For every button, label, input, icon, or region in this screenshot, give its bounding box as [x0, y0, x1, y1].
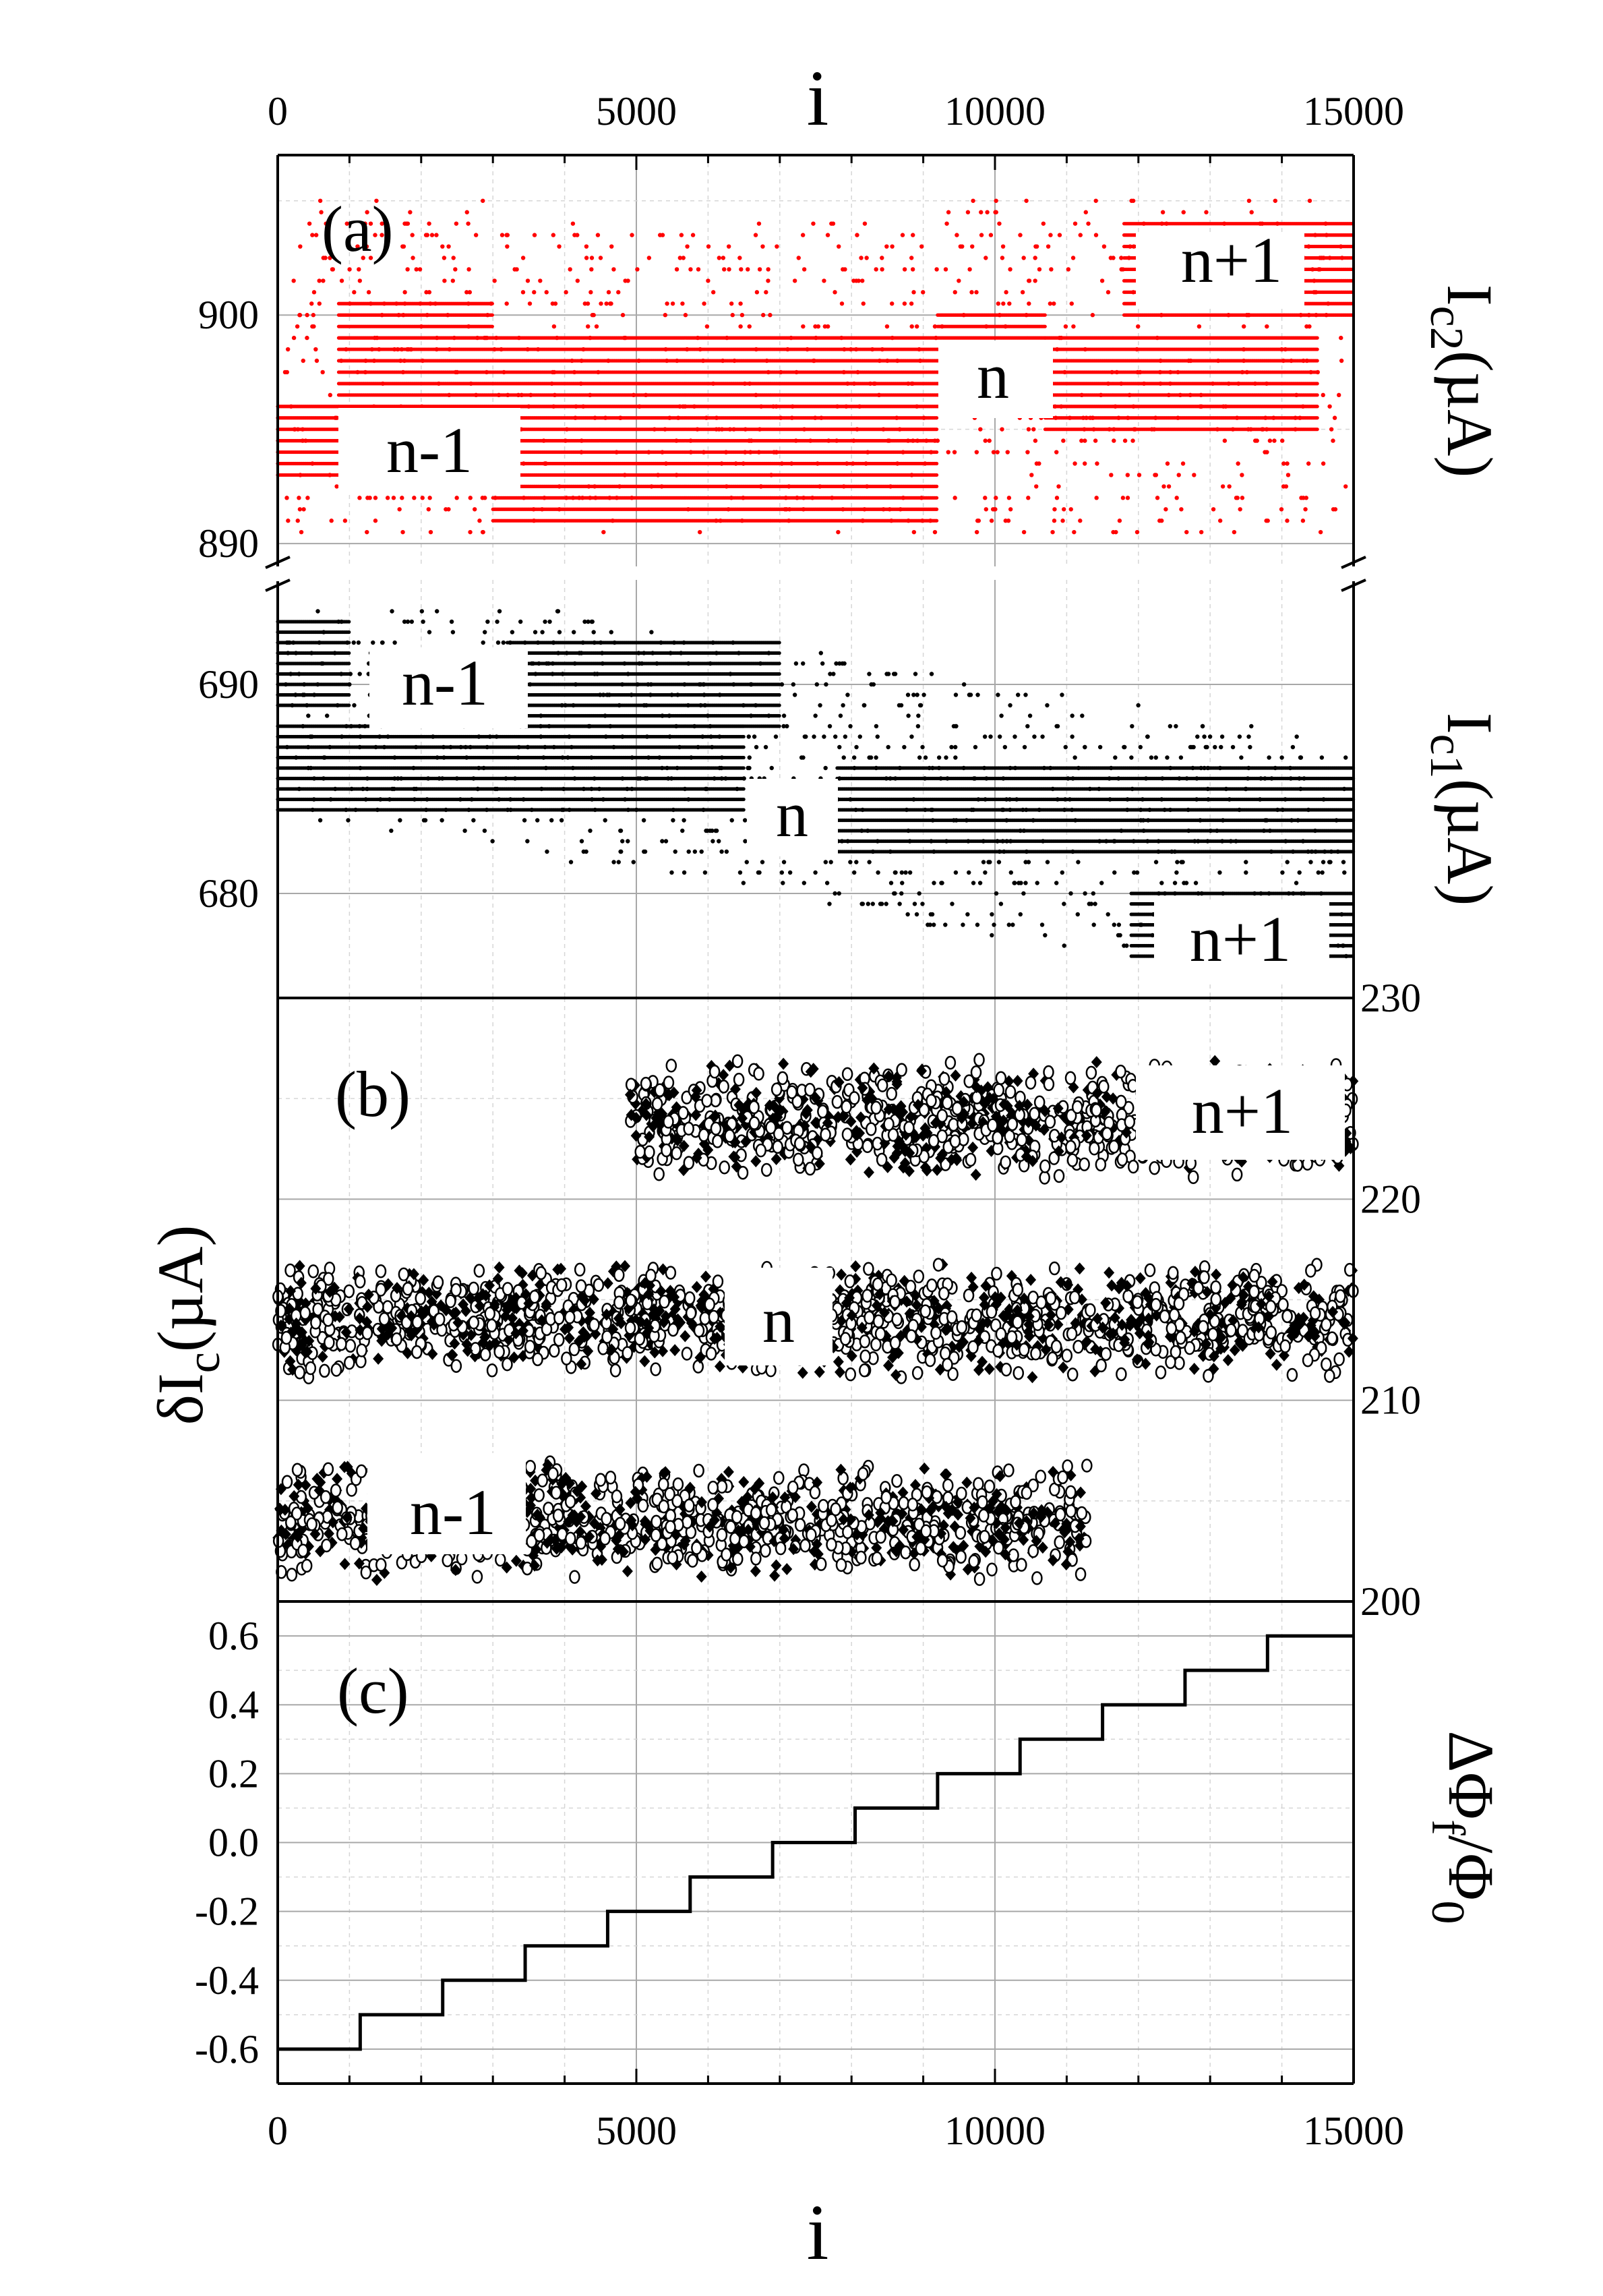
ic2-point: [935, 507, 939, 511]
ic2-point: [490, 313, 494, 317]
ic2-point: [935, 519, 939, 523]
ic2-point: [490, 324, 494, 328]
ic2-point: [935, 484, 939, 488]
ic2-point: [935, 473, 939, 477]
ic2-point: [935, 461, 939, 466]
ic2-point: [935, 496, 939, 500]
